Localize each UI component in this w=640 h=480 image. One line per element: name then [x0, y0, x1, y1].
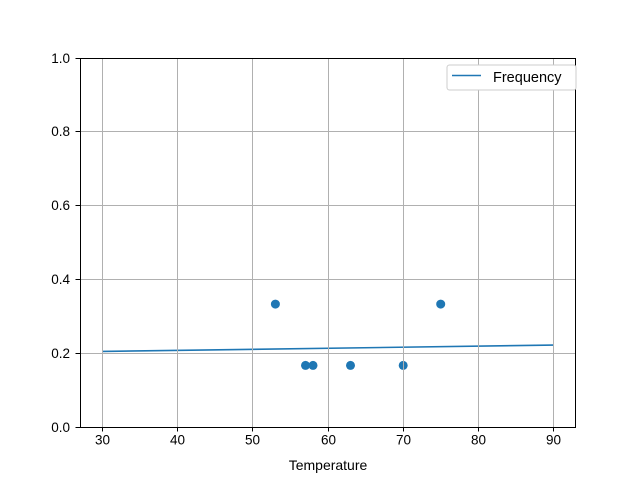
- svg-text:80: 80: [471, 433, 486, 448]
- svg-text:0.6: 0.6: [51, 198, 70, 213]
- svg-text:50: 50: [245, 433, 260, 448]
- svg-text:90: 90: [546, 433, 561, 448]
- svg-text:0.0: 0.0: [51, 420, 70, 435]
- svg-text:30: 30: [95, 433, 110, 448]
- svg-text:60: 60: [321, 433, 336, 448]
- svg-text:1.0: 1.0: [51, 51, 70, 66]
- svg-text:70: 70: [396, 433, 411, 448]
- svg-text:Frequency: Frequency: [493, 70, 562, 86]
- svg-text:0.2: 0.2: [51, 346, 70, 361]
- svg-text:0.4: 0.4: [51, 272, 70, 287]
- svg-text:0.8: 0.8: [51, 124, 70, 139]
- svg-text:Temperature: Temperature: [289, 457, 368, 473]
- svg-text:40: 40: [170, 433, 185, 448]
